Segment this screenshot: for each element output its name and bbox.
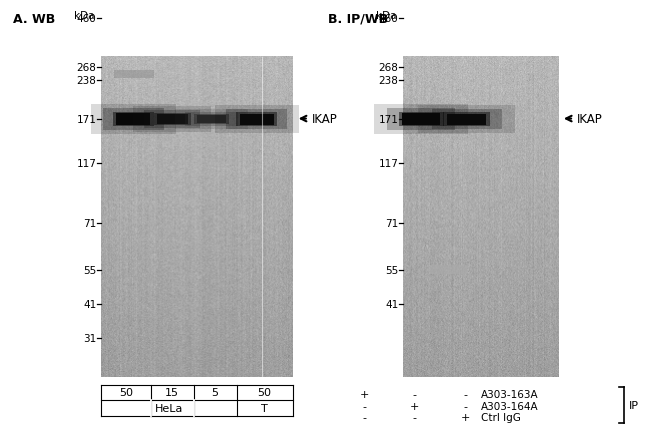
Bar (418, 106, 515, 134)
Text: Ctrl IgG: Ctrl IgG (481, 412, 521, 423)
Bar (374, 105, 468, 135)
Text: 117: 117 (76, 159, 96, 169)
Bar (240, 114, 274, 125)
Text: +: + (359, 389, 369, 400)
Text: 41: 41 (83, 299, 96, 310)
Text: -: - (362, 401, 366, 411)
Text: A303-163A: A303-163A (481, 389, 539, 400)
Text: +: + (461, 412, 470, 423)
Text: 31: 31 (83, 334, 96, 344)
Text: 460: 460 (379, 14, 398, 24)
Bar (443, 113, 490, 127)
Text: -: - (463, 401, 467, 411)
Text: IKAP: IKAP (312, 113, 338, 126)
Bar (157, 115, 188, 125)
Text: 171: 171 (76, 114, 96, 124)
Text: -: - (463, 389, 467, 400)
Text: A. WB: A. WB (13, 13, 55, 26)
Text: 5: 5 (212, 388, 218, 397)
Text: IKAP: IKAP (577, 113, 603, 126)
Text: 268: 268 (76, 63, 96, 73)
Text: -: - (362, 412, 366, 423)
Bar (430, 265, 467, 275)
Text: IP: IP (629, 400, 639, 410)
Text: 15: 15 (165, 388, 179, 397)
Bar (175, 110, 248, 129)
Bar (214, 106, 299, 134)
Bar (103, 109, 164, 131)
Bar (144, 111, 200, 129)
Text: kDa: kDa (376, 11, 396, 20)
Bar (185, 113, 238, 127)
Bar (116, 114, 150, 126)
Bar (387, 109, 455, 131)
Text: B. IP/WB: B. IP/WB (328, 13, 389, 26)
Bar (114, 71, 154, 79)
Bar (402, 114, 440, 126)
Bar (237, 113, 277, 127)
Text: 50: 50 (119, 388, 133, 397)
Text: A303-164A: A303-164A (481, 401, 539, 411)
Bar (113, 113, 153, 127)
Bar (398, 113, 444, 127)
Text: 238: 238 (378, 76, 398, 86)
Text: kDa: kDa (73, 11, 94, 20)
Text: 117: 117 (378, 159, 398, 169)
Bar (91, 105, 176, 135)
Text: 460: 460 (77, 14, 96, 24)
Bar (153, 114, 191, 126)
Text: 268: 268 (378, 63, 398, 73)
Text: 71: 71 (83, 219, 96, 229)
Bar (226, 110, 287, 130)
Bar (196, 116, 226, 124)
Text: +: + (410, 401, 419, 411)
Text: 171: 171 (378, 114, 398, 124)
Bar (447, 114, 486, 125)
Text: HeLa: HeLa (155, 403, 183, 413)
Text: 41: 41 (385, 299, 398, 310)
Text: T: T (261, 403, 268, 413)
Bar (432, 110, 502, 130)
Text: 238: 238 (76, 76, 96, 86)
Text: 50: 50 (257, 388, 272, 397)
Bar (133, 107, 211, 132)
Text: 55: 55 (83, 265, 96, 276)
Text: 55: 55 (385, 265, 398, 276)
Bar (194, 115, 229, 124)
Text: -: - (413, 412, 417, 423)
Text: -: - (413, 389, 417, 400)
Text: 71: 71 (385, 219, 398, 229)
